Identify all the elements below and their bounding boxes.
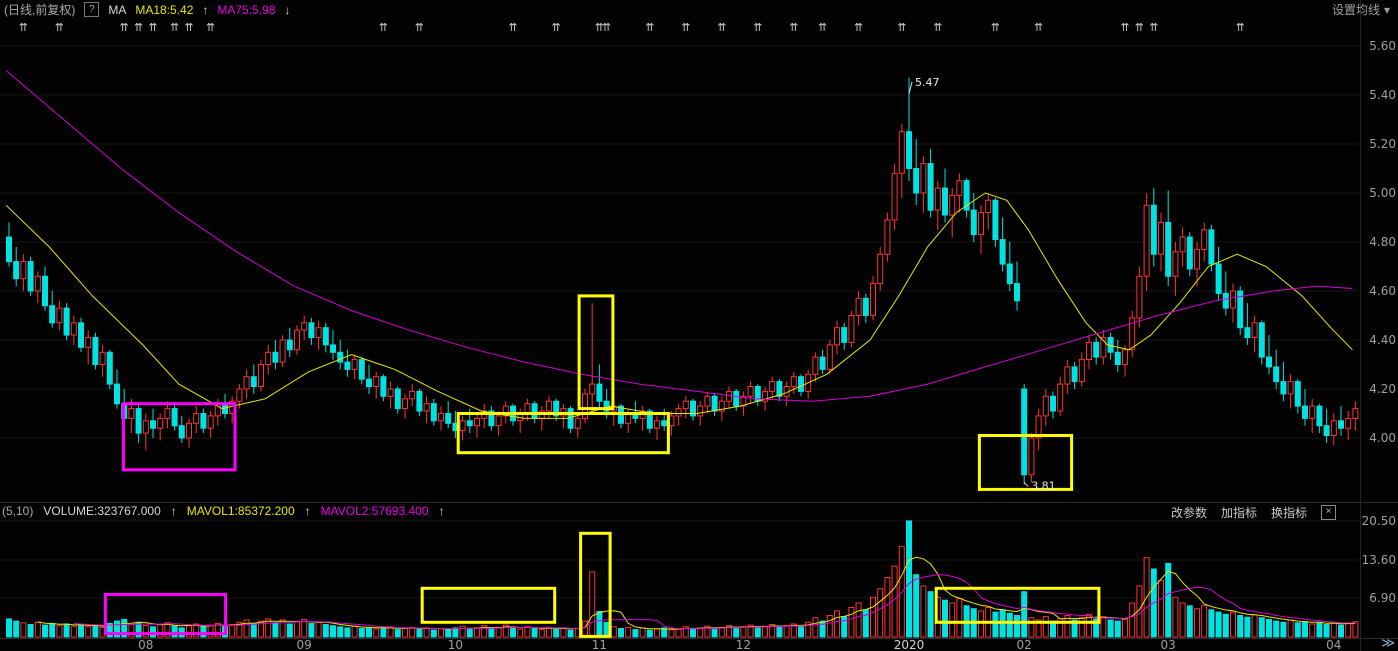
highlight-box-volume [934,586,1101,624]
event-marker-icon[interactable]: ⇈ [19,21,28,34]
ma18-up-arrow-icon: ↑ [202,2,209,17]
event-marker-icon[interactable]: ⇈ [818,21,827,34]
event-markers[interactable]: ⇈ ⇈ ⇈ ⇈ ⇈ ⇈ ⇈ ⇈ ⇈ ⇈ ⇈ ⇈ ⇈ ⇈ ⇈ ⇈ ⇈ ⇈ ⇈ ⇈ ⇈ ⇈ ⇈ ⇈ ⇈ ⇈ ⇈ ⇈ ⇈ [19,21,1245,34]
event-marker-icon[interactable]: ⇈ [508,21,517,34]
help-icon[interactable]: ? [84,2,100,17]
annotation-label: 3.81 [1031,480,1056,493]
time-axis-label: 02 [1017,638,1032,651]
event-marker-icon[interactable]: ⇈ [1236,21,1245,34]
change-params-button[interactable]: 改参数 [1170,506,1207,520]
event-marker-icon[interactable]: ⇈ [148,21,157,34]
event-marker-icon[interactable]: ⇈ [645,21,654,34]
highlight-boxes [103,294,1101,638]
time-axis-label: 2020 [894,638,925,651]
event-marker-icon[interactable]: ⇈ [379,21,388,34]
ma18-value: MA18:5.42 [135,2,194,17]
price-axis-label: 5.20 [1369,137,1396,151]
event-marker-icon[interactable]: ⇈ [789,21,798,34]
candlesticks[interactable] [6,77,1359,485]
event-marker-icon[interactable]: ⇈ [717,21,726,34]
ma-settings-label: 设置均线 [1331,3,1380,17]
price-axis-label: 4.00 [1369,431,1396,445]
price-pane-header: (日线,前复权) ? MA MA18:5.42 ↑ MA75:5.98 ↓ [4,1,290,18]
event-marker-icon[interactable]: ⇈ [415,21,424,34]
event-marker-icon[interactable]: ⇈ [602,21,611,34]
price-axis-label: 5.00 [1369,186,1396,200]
add-indicator-button[interactable]: 加指标 [1220,506,1257,520]
time-axis-label: 09 [297,638,312,651]
switch-indicator-button[interactable]: 换指标 [1270,506,1307,520]
volume-axis-label: 20.50 [1362,514,1396,528]
page-forward-icon[interactable]: ≫ [1381,635,1395,650]
event-marker-icon[interactable]: ⇈ [206,21,215,34]
time-axis-label: 10 [448,638,463,651]
time-axis-label: 08 [138,638,153,651]
volume-params-label: (5,10) [2,504,34,518]
time-axis-label: 03 [1161,638,1176,651]
volume-value: VOLUME:323767.000 [43,504,161,518]
ma-indicator-label: MA [108,2,127,17]
highlight-box-volume [579,531,612,638]
event-marker-icon[interactable]: ⇈ [1034,21,1043,34]
ma-settings-button[interactable]: 设置均线 ▾ [1332,1,1390,18]
highlight-box-volume [420,586,557,624]
volume-up-arrow-icon: ↑ [170,504,177,518]
price-axis-label: 5.40 [1369,88,1396,102]
event-marker-icon[interactable]: ⇈ [55,21,64,34]
event-marker-icon[interactable]: ⇈ [991,21,1000,34]
ma75-down-arrow-icon: ↓ [284,2,291,17]
axis-labels: 5.60 5.40 5.20 5.00 4.80 4.60 4.40 4.20 4.00 20.5… [138,39,1396,651]
price-axis-label: 4.40 [1369,333,1396,347]
price-annotations: 5.47 3.81 [908,76,1056,493]
mavol2-value: MAVOL2:57693.400 [320,504,429,518]
event-marker-icon[interactable]: ⇈ [134,21,143,34]
highlight-box-price [456,412,670,455]
event-marker-icon[interactable]: ⇈ [170,21,179,34]
event-marker-icon[interactable]: ⇈ [1135,21,1144,34]
highlight-box-price [977,434,1074,491]
event-marker-icon[interactable]: ⇈ [1149,21,1158,34]
mavol1-value: MAVOL1:85372.200 [186,504,295,518]
time-axis-label: 12 [736,638,751,651]
volume-pane-header: (5,10) VOLUME:323767.000 ↑ MAVOL1:85372.… [2,504,445,518]
price-axis-label: 4.20 [1369,382,1396,396]
period-label: (日线,前复权) [4,3,76,17]
annotation-label: 5.47 [915,76,940,89]
mavol2-up-arrow-icon: ↑ [438,504,445,518]
mavol1-up-arrow-icon: ↑ [304,504,311,518]
ma75-line [5,70,1353,402]
event-marker-icon[interactable]: ⇈ [753,21,762,34]
price-axis-label: 4.60 [1369,284,1396,298]
ma75-value: MA75:5.98 [217,2,276,17]
event-marker-icon[interactable]: ⇈ [595,21,604,34]
highlight-box-price [577,294,615,411]
volume-axis-label: 13.60 [1362,553,1396,567]
volume-bars[interactable] [6,520,1359,638]
price-axis-label: 5.60 [1369,39,1396,53]
highlight-box-volume [103,593,228,636]
indicator-toolbar: 改参数 加指标 换指标 × [1171,504,1336,521]
time-axis-label: 11 [592,638,607,651]
highlight-box-price [121,402,237,472]
chevron-down-icon: ▾ [1383,2,1390,17]
event-marker-icon[interactable]: ⇈ [552,21,561,34]
mavol2-line [73,574,1356,630]
close-icon[interactable]: × [1321,505,1336,520]
event-marker-icon[interactable]: ⇈ [120,21,129,34]
volume-axis-label: 6.90 [1369,591,1396,605]
event-marker-icon[interactable]: ⇈ [933,21,942,34]
price-axis-label: 4.80 [1369,235,1396,249]
ma18-line [5,192,1353,419]
event-marker-icon[interactable]: ⇈ [854,21,863,34]
event-marker-icon[interactable]: ⇈ [184,21,193,34]
mavol1-line [37,556,1356,630]
event-marker-icon[interactable]: ⇈ [897,21,906,34]
event-marker-icon[interactable]: ⇈ [681,21,690,34]
event-marker-icon[interactable]: ⇈ [1120,21,1129,34]
time-axis-label: 04 [1326,638,1341,651]
